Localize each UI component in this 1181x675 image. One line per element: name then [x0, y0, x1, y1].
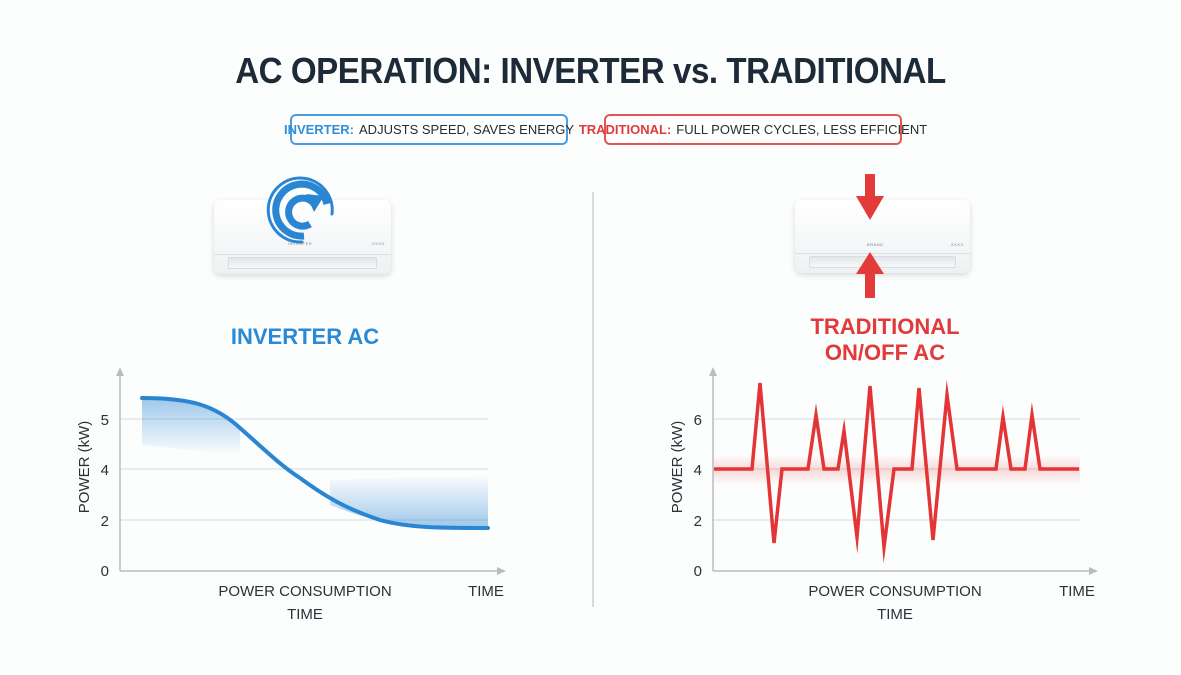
- traditional-axes: [709, 367, 1098, 575]
- ac-vent: [809, 256, 956, 268]
- page-title: AC OPERATION: INVERTER vs. TRADITIONAL: [235, 50, 946, 91]
- traditional-panel-title: TRADITIONAL ON/OFF AC: [760, 314, 1010, 366]
- inverter-badge-text: ADJUSTS SPEED, SAVES ENERGY: [359, 122, 575, 137]
- traditional-badge: TRADITIONAL: FULL POWER CYCLES, LESS EFF…: [579, 114, 927, 145]
- inverter-y-ticks: 5 4 2 0: [101, 412, 109, 580]
- inverter-fill-top: [142, 398, 240, 455]
- svg-text:2: 2: [101, 513, 109, 530]
- panel-divider: [592, 192, 594, 607]
- svg-text:6: 6: [694, 412, 702, 429]
- traditional-badge-label: TRADITIONAL:: [578, 122, 672, 137]
- inverter-badge: INVERTER: ADJUSTS SPEED, SAVES ENERGY: [284, 114, 574, 145]
- traditional-x-end-label: TIME: [1059, 583, 1095, 600]
- traditional-title-line2: ON/OFF AC: [824, 340, 946, 365]
- ac-brand-label: BRAND: [867, 242, 884, 247]
- traditional-power-line: [714, 379, 1079, 564]
- ac-seam: [795, 253, 970, 254]
- inverter-panel-title: INVERTER AC: [230, 324, 380, 349]
- traditional-y-label: POWER (kW): [669, 421, 686, 513]
- svg-text:0: 0: [694, 563, 702, 580]
- svg-text:5: 5: [101, 412, 109, 429]
- inverter-axes: [116, 367, 506, 575]
- traditional-badge-text: FULL POWER CYCLES, LESS EFFICIENT: [676, 122, 928, 137]
- inverter-x-end-label: TIME: [468, 583, 504, 600]
- rotating-arrow-icon: [266, 176, 334, 244]
- svg-text:4: 4: [101, 462, 109, 479]
- inverter-x-label-line2: TIME: [287, 606, 323, 623]
- svg-text:2: 2: [694, 513, 702, 530]
- svg-text:0: 0: [101, 563, 109, 580]
- traditional-title-line1: TRADITIONAL: [810, 314, 960, 339]
- traditional-y-ticks: 6 4 2 0: [694, 412, 702, 580]
- ac-model-label: XXXX: [951, 242, 964, 247]
- up-down-arrows-icon: [856, 174, 884, 298]
- ac-seam: [214, 254, 391, 255]
- traditional-x-label-line1: POWER CONSUMPTION: [808, 583, 981, 600]
- ac-vent: [228, 257, 377, 269]
- inverter-y-label: POWER (kW): [76, 421, 93, 513]
- inverter-x-label-line1: POWER CONSUMPTION: [218, 583, 391, 600]
- traditional-x-label-line2: TIME: [877, 606, 913, 623]
- inverter-power-line: [140, 396, 490, 530]
- svg-text:4: 4: [694, 462, 702, 479]
- inverter-badge-label: INVERTER:: [283, 122, 355, 137]
- ac-model-label: XXXX: [372, 241, 385, 246]
- traditional-ac-unit: BRAND XXXX: [795, 200, 970, 273]
